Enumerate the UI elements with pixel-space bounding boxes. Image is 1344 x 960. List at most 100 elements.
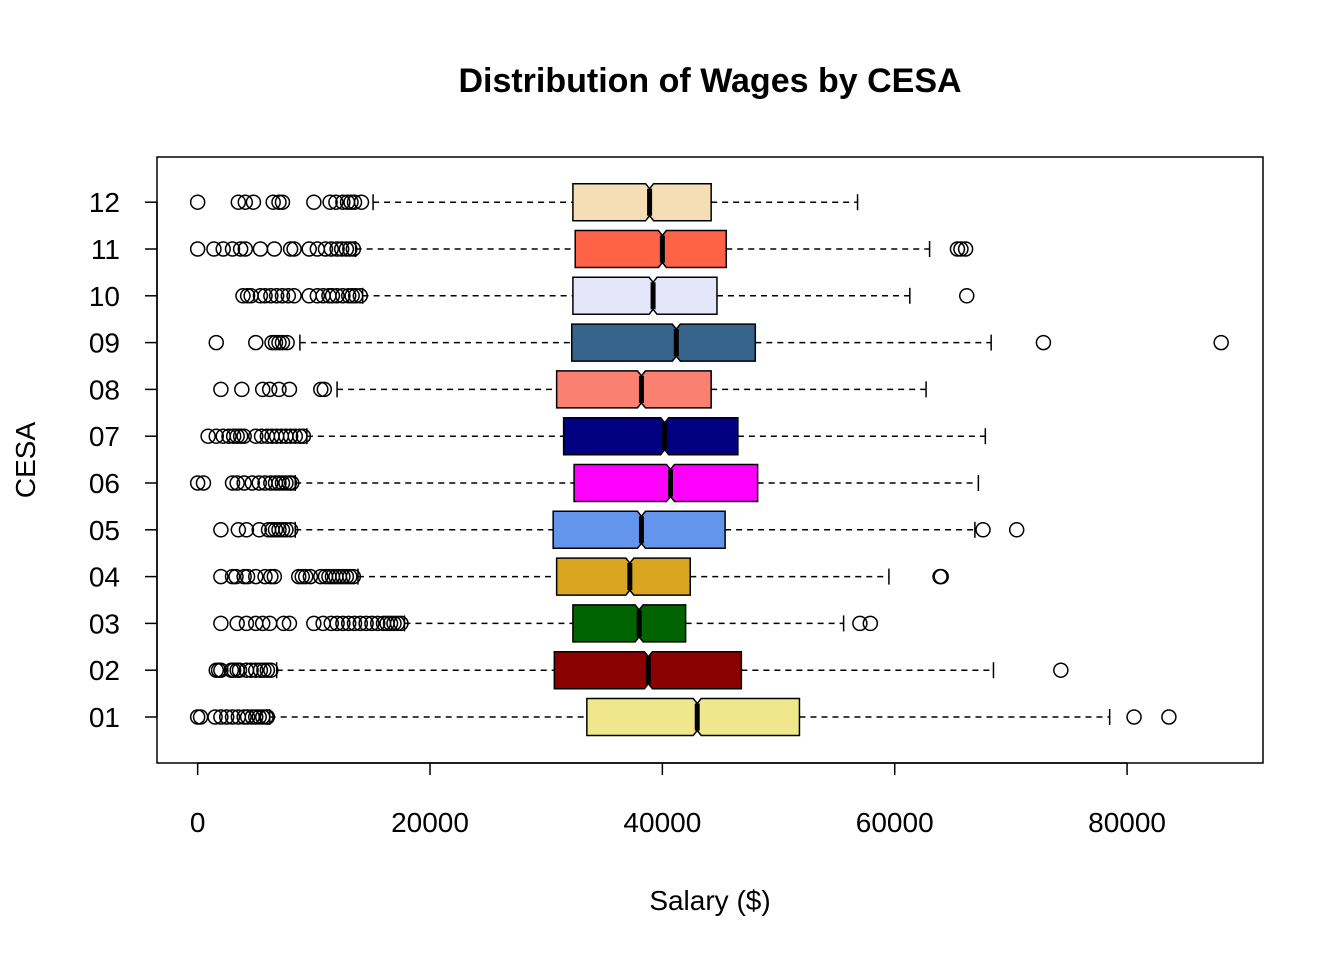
outlier-point [364,615,380,632]
outlier-point [224,709,241,725]
x-tick-label: 60000 [856,807,934,838]
outlier-point [238,615,255,632]
outlier-point [239,288,256,304]
box-cesa-10 [235,276,975,316]
outlier-point [237,241,254,257]
outlier-point [1053,662,1069,678]
outlier-point [248,709,264,725]
outlier-point [290,568,307,585]
outlier-point [309,241,326,257]
outlier-point [208,428,224,444]
outlier-point [1008,522,1025,538]
x-axis-label: Salary ($) [649,885,770,916]
outlier-point [208,334,224,351]
outlier-point [263,475,279,491]
box-cesa-09 [208,323,1229,362]
outlier-point [328,194,344,210]
outlier-point [274,334,291,351]
outlier-point [248,662,264,678]
outlier-point [224,568,241,585]
outlier-point [353,194,370,210]
outlier-point [213,568,229,585]
outlier-point [259,662,276,678]
outlier-point [195,475,212,491]
outlier-point [267,334,284,351]
outlier-point [254,381,271,398]
outlier-point [1213,334,1229,351]
outlier-point [225,662,242,678]
box-cesa-08 [213,370,927,409]
outlier-point [245,194,262,210]
outlier-point [340,615,357,632]
outlier-point [251,709,267,725]
outlier-point [352,288,369,304]
outlier-point [221,428,237,444]
outlier-point [342,241,358,257]
box-cesa-06 [189,463,980,503]
outlier-point [213,522,229,538]
outlier-point [313,381,329,398]
outlier-point [301,241,317,257]
outlier-point [244,475,261,491]
outlier-point [335,615,351,632]
outlier-point [230,194,247,210]
outlier-point [254,615,271,632]
outlier-point [345,241,362,257]
outlier-point [287,428,303,444]
outlier-point [224,241,241,257]
y-axis-label: CESA [10,422,41,499]
outlier-point [218,709,235,725]
outlier-point [252,288,269,304]
outlier-point [282,241,299,257]
box-body [586,697,801,737]
box-body [572,276,718,316]
outlier-point [257,288,273,304]
outlier-point [251,522,267,538]
outlier-point [271,334,287,351]
x-tick-label: 0 [190,807,206,838]
outlier-point [248,568,264,585]
outlier-point [346,615,363,632]
outlier-point [1126,709,1142,725]
outlier-point [949,241,966,257]
outlier-point [274,522,291,538]
outlier-point [236,428,252,444]
outlier-point [933,568,949,585]
outlier-point [215,241,231,257]
outlier-point [231,662,248,678]
outlier-point [323,615,340,632]
outlier-point [266,241,283,257]
outlier-point [213,662,229,678]
outlier-point [278,522,294,538]
y-tick-label: 04 [89,562,120,593]
y-tick-label: 02 [89,655,120,686]
outlier-point [189,475,206,491]
outlier-point [286,288,302,304]
outlier-point [189,241,206,257]
outlier-point [280,288,297,304]
outlier-point [281,381,298,398]
box-cesa-03 [213,604,879,643]
outlier-point [207,709,223,725]
box-body [555,557,691,596]
outlier-point [271,522,287,538]
outlier-point [263,288,279,304]
outlier-point [389,615,406,632]
outlier-point [358,615,374,632]
outlier-point [975,522,991,538]
outlier-point [335,194,351,210]
x-axis: 0 20000 40000 60000 80000 [190,762,1166,838]
outlier-point [254,709,271,725]
y-tick-label: 10 [89,281,120,312]
outlier-point [382,615,399,632]
outlier-point [192,709,209,725]
outlier-point [295,428,312,444]
outlier-point [317,241,334,257]
box-body [574,229,728,269]
chart-title: Distribution of Wages by CESA [458,62,961,100]
outlier-point [271,381,287,398]
outlier-point [338,241,355,257]
outlier-point [1161,709,1177,725]
outlier-point [237,194,254,210]
box-cesa-12 [189,182,859,222]
